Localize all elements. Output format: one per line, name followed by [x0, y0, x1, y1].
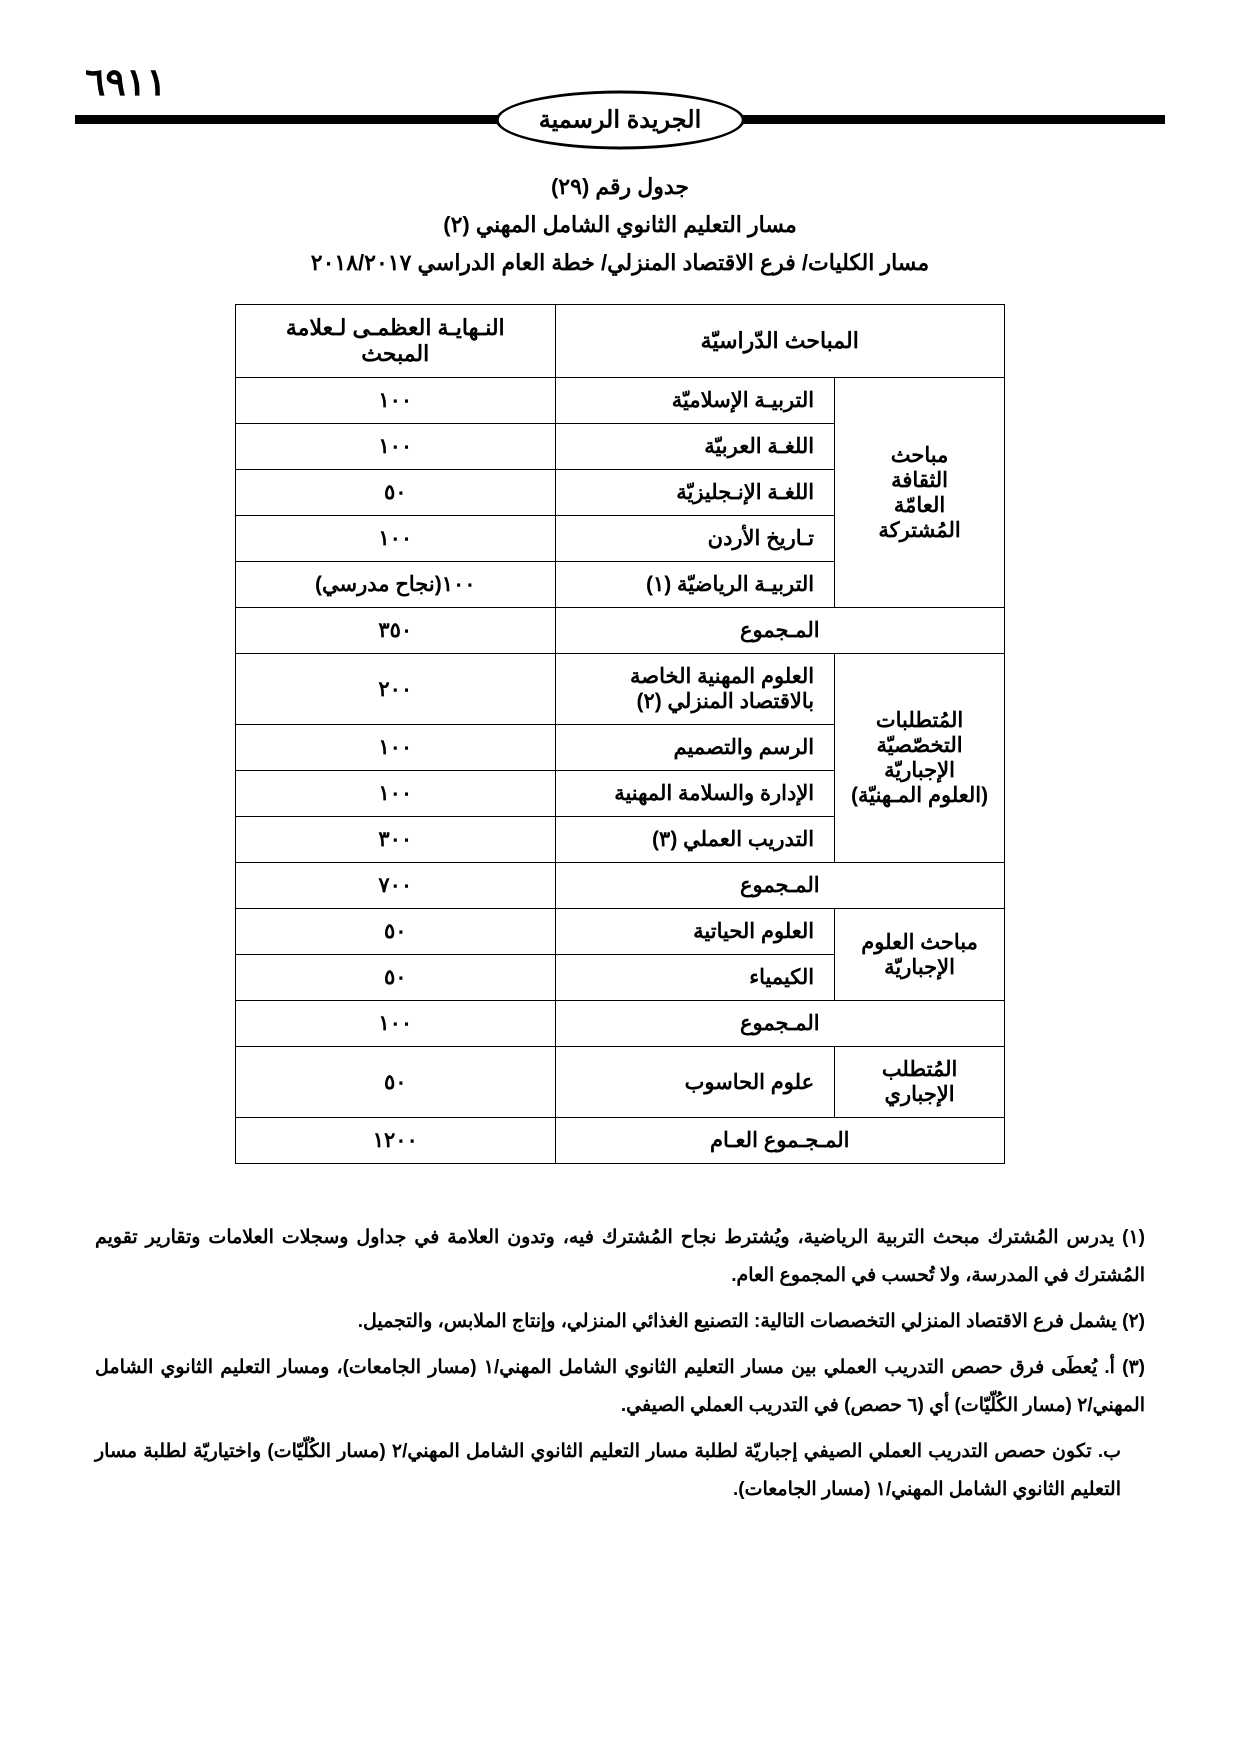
subject-cell: التربيـة الإسلاميّة	[555, 378, 835, 424]
category-line: الإجباريّة	[849, 758, 990, 783]
subject-cell: اللغـة العربيّة	[555, 424, 835, 470]
subtotal-label: المـجموع	[555, 1001, 1004, 1047]
category-cell: المُتطلب الإجباري	[835, 1047, 1005, 1118]
subject-cell: العلوم الحياتية	[555, 909, 835, 955]
category-line: المُشتركة	[849, 518, 990, 543]
mark-cell: ٥٠	[236, 909, 556, 955]
mark-cell: ٥٠	[236, 1047, 556, 1118]
subject-cell: تـاريخ الأردن	[555, 516, 835, 562]
subtotal-row: المـجموع ٧٠٠	[236, 863, 1005, 909]
subtotal-mark: ٣٥٠	[236, 608, 556, 654]
category-line: العامّة	[849, 493, 990, 518]
subject-cell: العلوم المهنية الخاصة بالاقتصاد المنزلي …	[555, 654, 835, 725]
mark-cell: ١٠٠	[236, 771, 556, 817]
category-line: (العلوم المـهنيّة)	[849, 783, 990, 808]
subtotal-label: المـجموع	[555, 608, 1004, 654]
footnote-3a: (٣) أ. يُعطَى فرق حصص التدريب العملي بين…	[95, 1349, 1145, 1425]
table-row: المُتطلب الإجباري علوم الحاسوب ٥٠	[236, 1047, 1005, 1118]
table-row: مباحث الثقافة العامّة المُشتركة التربيـة…	[236, 378, 1005, 424]
curriculum-table: المباحث الدّراسيّة النـهايـة العظمـى لـع…	[235, 304, 1005, 1164]
subtotal-mark: ٧٠٠	[236, 863, 556, 909]
category-line: المُتطلبات	[849, 708, 990, 733]
footnote-1: (١) يدرس المُشترك مبحث التربية الرياضية،…	[95, 1219, 1145, 1295]
mark-cell: ٢٠٠	[236, 654, 556, 725]
mark-cell: ١٠٠(نجاح مدرسي)	[236, 562, 556, 608]
footnotes-block: (١) يدرس المُشترك مبحث التربية الرياضية،…	[75, 1219, 1165, 1509]
mark-cell: ٥٠	[236, 470, 556, 516]
category-line: التخصّصيّة	[849, 733, 990, 758]
subtotal-row: المـجموع ١٠٠	[236, 1001, 1005, 1047]
subject-cell: التربيـة الرياضيّة (١)	[555, 562, 835, 608]
table-header-row: المباحث الدّراسيّة النـهايـة العظمـى لـع…	[236, 305, 1005, 378]
table-number-title: جدول رقم (٢٩)	[75, 174, 1165, 200]
mark-cell: ١٠٠	[236, 725, 556, 771]
header-container: الجريدة الرسمية	[75, 115, 1165, 124]
plan-title: مسار الكليات/ فرع الاقتصاد المنزلي/ خطة …	[75, 250, 1165, 276]
category-cell: المُتطلبات التخصّصيّة الإجباريّة (العلوم…	[835, 654, 1005, 863]
subject-cell: الرسم والتصميم	[555, 725, 835, 771]
grand-total-mark: ١٢٠٠	[236, 1118, 556, 1164]
mark-cell: ١٠٠	[236, 378, 556, 424]
subtotal-mark: ١٠٠	[236, 1001, 556, 1047]
subject-cell: التدريب العملي (٣)	[555, 817, 835, 863]
category-line: الإجباريّة	[849, 955, 990, 980]
table-row: مباحث العلوم الإجباريّة العلوم الحياتية …	[236, 909, 1005, 955]
subject-cell: اللغـة الإنـجليزيّة	[555, 470, 835, 516]
category-cell: مباحث العلوم الإجباريّة	[835, 909, 1005, 1001]
table-row: المُتطلبات التخصّصيّة الإجباريّة (العلوم…	[236, 654, 1005, 725]
subtotal-row: المـجموع ٣٥٠	[236, 608, 1005, 654]
footnote-3b: ب. تكون حصص التدريب العملي الصيفي إجباري…	[95, 1433, 1145, 1509]
subject-cell: الإدارة والسلامة المهنية	[555, 771, 835, 817]
category-line: مباحث	[849, 443, 990, 468]
gazette-badge: الجريدة الرسمية	[496, 90, 745, 149]
category-line: مباحث العلوم	[849, 930, 990, 955]
header-subjects: المباحث الدّراسيّة	[555, 305, 1004, 378]
subtotal-label: المـجموع	[555, 863, 1004, 909]
subject-cell: الكيمياء	[555, 955, 835, 1001]
title-block: جدول رقم (٢٩) مسار التعليم الثانوي الشام…	[75, 174, 1165, 276]
grand-total-label: المـجـموع العـام	[555, 1118, 1004, 1164]
category-line: الثقافة	[849, 468, 990, 493]
subject-cell: علوم الحاسوب	[555, 1047, 835, 1118]
header-maxmark: النـهايـة العظمـى لـعلامة المبحث	[236, 305, 556, 378]
footnote-2: (٢) يشمل فرع الاقتصاد المنزلي التخصصات ا…	[95, 1303, 1145, 1341]
page-number: ٦٩١١	[85, 60, 167, 105]
category-cell: مباحث الثقافة العامّة المُشتركة	[835, 378, 1005, 608]
mark-cell: ١٠٠	[236, 424, 556, 470]
mark-cell: ٣٠٠	[236, 817, 556, 863]
mark-cell: ١٠٠	[236, 516, 556, 562]
track-title: مسار التعليم الثانوي الشامل المهني (٢)	[75, 212, 1165, 238]
mark-cell: ٥٠	[236, 955, 556, 1001]
grand-total-row: المـجـموع العـام ١٢٠٠	[236, 1118, 1005, 1164]
